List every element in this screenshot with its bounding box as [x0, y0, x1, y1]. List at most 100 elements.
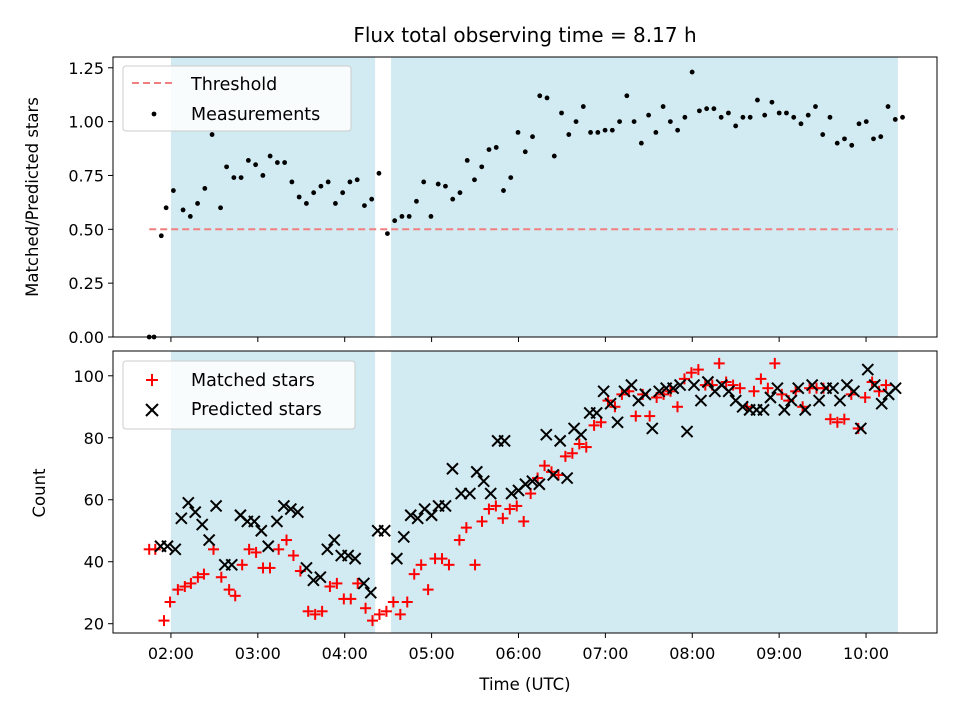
- matched-star-32: [373, 608, 385, 620]
- measurement-point-15: [253, 162, 259, 168]
- measurement-point-76: [696, 108, 702, 114]
- top-legend: Threshold Measurements: [122, 65, 352, 132]
- matched-star-104: [880, 379, 892, 391]
- predicted-star-84: [757, 403, 770, 417]
- top-y-ticks: 0.00 0.25 0.50 0.75 1.00 1.25: [68, 59, 113, 347]
- predicted-star-88: [785, 394, 798, 407]
- measurement-point-73: [675, 127, 681, 133]
- predicted-star-28: [357, 577, 371, 590]
- top-axes-frame: [112, 56, 938, 338]
- predicted-star-68: [646, 422, 659, 435]
- bottom-ytick-label-0: 20: [84, 615, 104, 634]
- measurement-point-24: [318, 183, 324, 189]
- measurement-point-103: [892, 117, 898, 122]
- measurement-point-48: [493, 145, 499, 150]
- measurement-point-58: [566, 132, 572, 137]
- bottom-xtick-label-6: 08:00: [669, 644, 715, 663]
- predicted-star-22: [314, 571, 327, 584]
- matched-star-15: [250, 546, 262, 558]
- measurement-point-70: [653, 129, 659, 135]
- measurement-point-52: [522, 149, 528, 155]
- predicted-star-8: [209, 499, 223, 513]
- top-ytick-label-2: 0.50: [68, 220, 104, 239]
- predicted-star-90: [799, 403, 812, 417]
- measurement-point-5: [180, 207, 186, 213]
- top-y-axis-label: Matched/Predicted stars: [23, 97, 42, 297]
- matched-star-82: [727, 379, 739, 391]
- matched-star-80: [713, 357, 725, 369]
- measurement-point-10: [218, 205, 223, 211]
- predicted-star-43: [470, 465, 483, 479]
- predicted-star-50: [519, 478, 532, 491]
- measurement-point-26: [333, 201, 338, 206]
- matched-star-30: [360, 602, 372, 614]
- measurement-point-83: [747, 114, 753, 120]
- predicted-star-94: [826, 381, 840, 395]
- measurement-point-80: [726, 110, 731, 116]
- matched-star-1: [149, 543, 161, 555]
- predicted-star-23: [321, 543, 334, 556]
- predicted-star-31: [378, 524, 391, 537]
- measurement-point-11: [224, 164, 229, 170]
- predicted-star-62: [604, 397, 617, 410]
- matched-star-14: [243, 543, 255, 555]
- measurement-point-67: [631, 119, 637, 125]
- matched-star-49: [497, 512, 509, 524]
- measurement-point-3: [163, 205, 169, 211]
- predicted-star-26: [341, 549, 355, 562]
- predicted-star-61: [597, 385, 610, 398]
- matched-star-22: [302, 605, 314, 617]
- predicted-star-51: [526, 474, 539, 488]
- predicted-star-56: [560, 471, 574, 485]
- bottom-x-ticks: 02:00 03:00 04:00 05:00 06:00 07:00 08:00 09:00…: [148, 633, 889, 663]
- measurement-point-71: [660, 104, 666, 109]
- predicted-star-48: [505, 487, 518, 500]
- predicted-star-60: [590, 406, 603, 420]
- measurement-point-96: [842, 136, 847, 142]
- measurement-point-95: [834, 140, 840, 146]
- measurement-point-40: [435, 181, 441, 187]
- predicted-legend-marker: [145, 403, 159, 417]
- measurement-point-33: [385, 231, 390, 237]
- measurement-point-85: [762, 112, 768, 118]
- predicted-star-17: [277, 499, 291, 513]
- matched-star-74: [671, 401, 683, 413]
- predicted-star-39: [439, 499, 452, 513]
- matched-star-68: [630, 410, 642, 422]
- predicted-stars-points: [154, 363, 902, 599]
- matched-star-11: [223, 584, 235, 596]
- matched-star-28: [345, 593, 357, 605]
- measurement-point-23: [311, 190, 317, 196]
- predicted-star-3: [175, 512, 188, 525]
- predicted-star-103: [889, 381, 902, 395]
- top-panel: 0.00 0.25 0.50 0.75 1.00 1.25 Matched/Predict…: [23, 56, 938, 347]
- measurements-legend-label: Measurements: [191, 105, 320, 125]
- measurement-point-21: [296, 194, 302, 200]
- top-ytick-label-3: 0.75: [68, 166, 104, 185]
- matched-star-31: [367, 615, 379, 627]
- measurement-point-98: [856, 121, 862, 127]
- matched-legend-marker: [146, 374, 158, 386]
- matched-star-4: [172, 584, 184, 596]
- measurement-point-63: [602, 127, 608, 133]
- predicted-star-40: [446, 462, 459, 475]
- predicted-star-91: [805, 378, 819, 392]
- predicted-star-89: [792, 381, 805, 395]
- predicted-star-81: [736, 400, 749, 413]
- matched-star-98: [838, 413, 850, 425]
- predicted-star-42: [463, 487, 477, 500]
- matched-star-51: [511, 500, 523, 512]
- measurement-point-89: [791, 114, 797, 120]
- measurement-point-66: [624, 93, 630, 99]
- top-ytick-label-1: 0.25: [68, 274, 104, 293]
- measurement-point-101: [878, 134, 884, 140]
- predicted-star-65: [625, 378, 638, 392]
- matched-star-33: [380, 605, 392, 617]
- matched-star-85: [748, 385, 760, 397]
- predicted-star-44: [477, 474, 490, 488]
- measurement-point-2: [158, 233, 164, 239]
- measurement-point-57: [559, 110, 564, 116]
- x-axis-label: Time (UTC): [478, 675, 570, 694]
- measurement-point-50: [508, 175, 514, 181]
- bottom-ytick-label-3: 80: [84, 429, 104, 448]
